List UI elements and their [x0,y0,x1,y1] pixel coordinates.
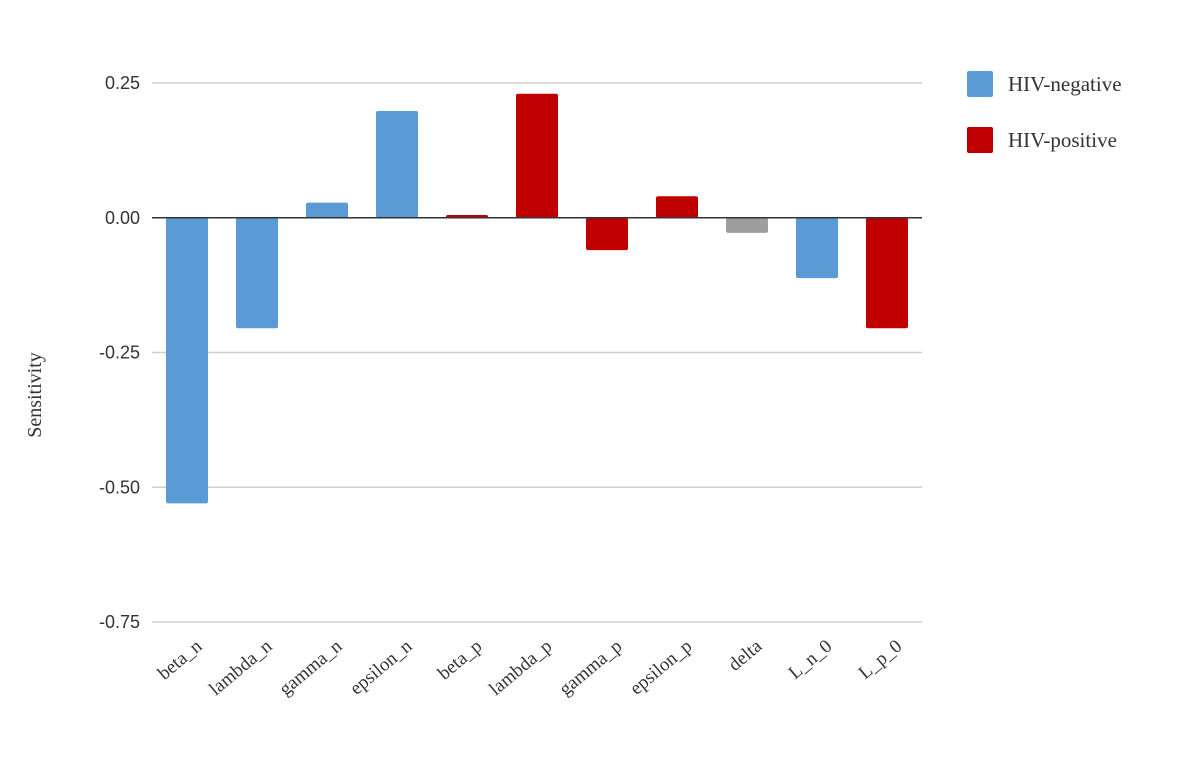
legend: HIV-negative HIV-positive [967,71,1122,153]
legend-label: HIV-negative [1008,72,1122,96]
y-tick-label: -0.75 [99,612,140,632]
y-tick-labels: 0.25 0.00 -0.25 -0.50 -0.75 [99,73,140,632]
bar-lambda-p [516,93,558,218]
x-tick-label: L_p_0 [855,636,907,684]
y-tick-label: 0.25 [105,73,140,93]
x-tick-label: delta [724,635,766,675]
bar-L-p-0 [866,217,908,329]
x-tick-label: beta_p [434,636,486,685]
x-tick-label: lambda_n [205,635,276,700]
legend-swatch [967,71,993,97]
bar-delta [726,217,768,233]
x-tick-label: epsilon_p [626,636,696,700]
x-tick-label: lambda_p [485,636,556,700]
y-tick-label: 0.00 [105,208,140,228]
x-tick-label: epsilon_n [346,635,416,699]
y-tick-label: -0.25 [99,343,140,363]
bar-gamma-p [586,217,628,251]
gridlines [152,82,922,623]
bar-L-n-0 [796,217,838,279]
bar-epsilon-n [376,111,418,218]
bar-epsilon-p [656,196,698,218]
bar-lambda-n [236,217,278,329]
x-tick-label: beta_n [154,635,207,684]
legend-label: HIV-positive [1008,128,1117,152]
bar-gamma-n [306,202,348,218]
bars [166,93,908,504]
bar-beta-n [166,217,208,504]
legend-swatch [967,127,993,153]
x-tick-label: gamma_p [555,636,626,700]
y-tick-label: -0.50 [99,477,140,497]
x-tick-label: L_n_0 [785,636,837,684]
y-axis-title: Sensitivity [24,352,46,438]
x-tick-label: gamma_n [275,635,346,700]
x-tick-labels: beta_n lambda_n gamma_n epsilon_n beta_p lamb… [154,635,906,700]
